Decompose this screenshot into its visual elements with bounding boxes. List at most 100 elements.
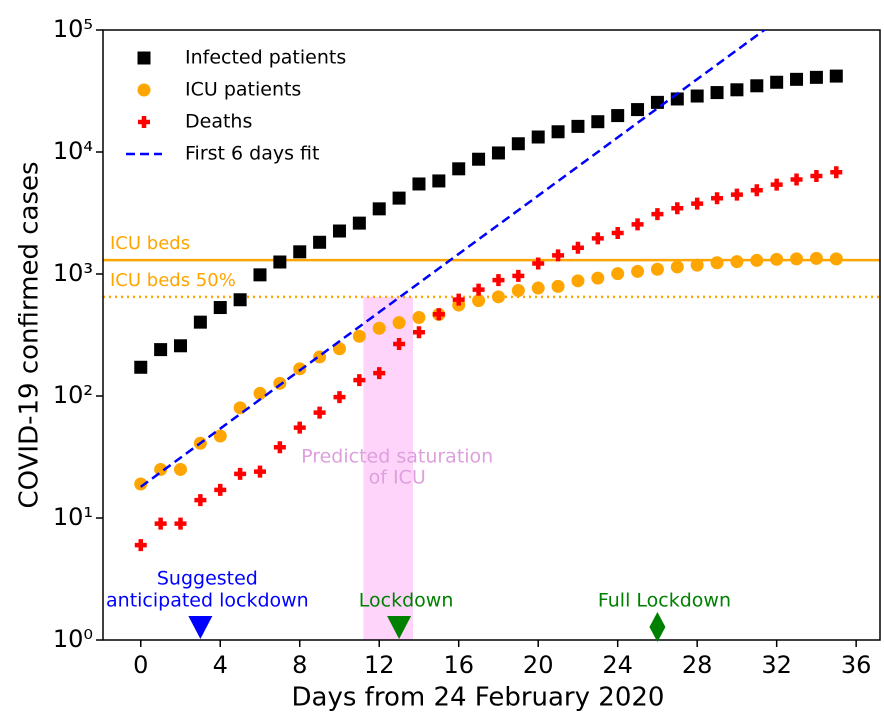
- span-label: Predicted saturation: [301, 446, 493, 468]
- event-label: Full Lockdown: [598, 590, 731, 612]
- plus-marker: [472, 283, 485, 296]
- circle-marker: [770, 252, 784, 266]
- circle-marker: [551, 279, 565, 293]
- square-marker: [710, 86, 724, 100]
- square-marker: [352, 216, 366, 230]
- x-axis-label: Days from 24 February 2020: [292, 683, 665, 713]
- event-label: anticipated lockdown: [106, 590, 309, 612]
- square-marker: [770, 75, 784, 89]
- plus-marker: [253, 465, 266, 478]
- plus-marker: [730, 188, 743, 201]
- circle-marker: [154, 462, 168, 476]
- plus-marker: [611, 227, 624, 240]
- plus-marker: [134, 539, 147, 552]
- plus-marker: [313, 406, 326, 419]
- circle-marker: [670, 260, 684, 274]
- plot-frame: [102, 29, 881, 641]
- x-tick-label: 28: [682, 651, 713, 679]
- plus-marker: [353, 374, 366, 387]
- y-tick-label: 10¹: [53, 503, 93, 531]
- y-tick-label: 10³: [53, 259, 93, 287]
- plus-marker: [770, 178, 783, 191]
- circle-marker: [472, 294, 486, 308]
- plus-marker: [571, 241, 584, 254]
- plus-marker: [234, 467, 247, 480]
- y-axis-label: COVID-19 confirmed cases: [15, 161, 45, 508]
- square-marker: [293, 245, 307, 259]
- legend-label: First 6 days fit: [185, 143, 319, 165]
- square-marker: [631, 103, 645, 117]
- square-marker: [452, 162, 466, 176]
- square-marker: [372, 202, 386, 216]
- square-marker: [392, 191, 406, 205]
- circle-marker: [690, 258, 704, 272]
- square-marker: [472, 152, 486, 166]
- square-marker: [412, 177, 426, 191]
- plus-marker: [154, 517, 167, 530]
- event-marker: [188, 616, 213, 639]
- square-marker: [174, 339, 188, 353]
- square-marker: [690, 89, 704, 103]
- square-marker: [213, 301, 227, 315]
- plus-marker: [373, 367, 386, 380]
- plus-marker: [452, 293, 465, 306]
- legend-label: Infected patients: [185, 47, 346, 69]
- legend-label: Deaths: [185, 111, 252, 133]
- x-tick-label: 32: [761, 651, 792, 679]
- x-tick-label: 20: [523, 651, 554, 679]
- circle-marker: [631, 264, 645, 278]
- plus-marker: [512, 269, 525, 282]
- plus-marker: [293, 421, 306, 434]
- event-marker: [649, 612, 666, 642]
- square-marker: [273, 255, 287, 269]
- saturation-span: [363, 296, 414, 640]
- square-marker: [313, 235, 327, 249]
- square-marker: [154, 343, 168, 357]
- plus-marker: [412, 326, 425, 339]
- y-tick-label: 10⁴: [53, 137, 93, 165]
- event-label: Lockdown: [359, 590, 454, 612]
- x-tick-label: 12: [364, 651, 395, 679]
- plus-marker: [750, 184, 763, 197]
- square-marker: [511, 137, 525, 151]
- plus-marker: [552, 249, 565, 262]
- circle-marker: [531, 281, 545, 295]
- plus-marker: [671, 202, 684, 215]
- plus-marker: [790, 173, 803, 186]
- circle-marker: [233, 401, 247, 415]
- legend-label: ICU patients: [185, 79, 301, 101]
- circle-marker: [332, 342, 346, 356]
- square-marker: [750, 79, 764, 93]
- square-marker: [332, 224, 346, 238]
- circle-marker: [273, 376, 287, 390]
- event-label: Suggested: [157, 568, 258, 590]
- circle-marker: [392, 316, 406, 330]
- fit-line: [140, 30, 767, 488]
- circle-marker: [750, 253, 764, 267]
- y-tick-label: 10⁰: [53, 625, 93, 653]
- plus-marker: [273, 441, 286, 454]
- square-marker: [531, 130, 545, 144]
- plus-marker: [810, 169, 823, 182]
- circle-marker: [134, 477, 148, 491]
- circle-marker: [253, 386, 267, 400]
- square-marker: [809, 70, 823, 84]
- square-marker: [730, 83, 744, 97]
- plus-marker: [492, 274, 505, 287]
- y-tick-label: 10²: [53, 381, 93, 409]
- plus-marker: [591, 232, 604, 245]
- circle-marker: [491, 290, 505, 304]
- circle-marker: [829, 252, 843, 266]
- circle-marker: [174, 462, 188, 476]
- x-tick-label: 0: [133, 651, 148, 679]
- plus-marker: [194, 494, 207, 507]
- square-marker: [233, 293, 247, 307]
- legend-marker: [137, 83, 151, 97]
- span-label: of ICU: [369, 467, 426, 489]
- y-tick-label: 10⁵: [53, 15, 93, 43]
- event-marker: [387, 616, 412, 639]
- x-tick-label: 8: [292, 651, 307, 679]
- plus-marker: [393, 337, 406, 350]
